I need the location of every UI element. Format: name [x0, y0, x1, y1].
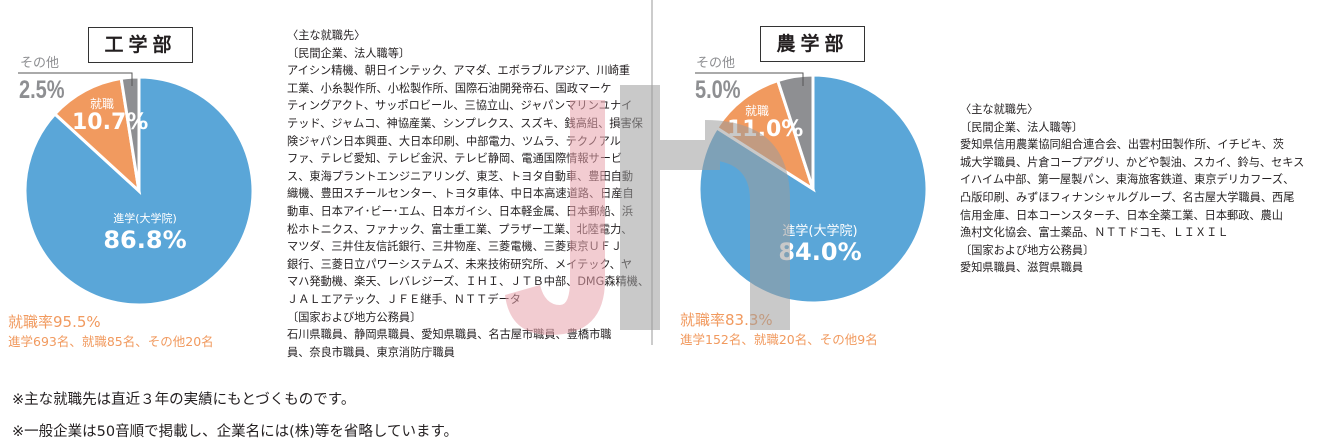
list-line: アイシン精機、朝日インテック、アマダ、エボラブルアジア、川崎重 [287, 64, 631, 78]
list-line: 〔国家および地方公務員〕 [287, 310, 422, 324]
faculty-title: 工学部 [88, 27, 193, 63]
counts: 進学693名、就職85名、その他20名 [8, 334, 214, 349]
list-line: 銀行、三菱日立パワーシステムズ、未来技術研究所、メイテック、ヤ [287, 257, 633, 271]
counts: 進学152名、就職20名、その他9名 [680, 332, 878, 347]
list-line: 織機、豊田スチールセンター、トヨタ車体、中日本高速道路、日産自 [287, 187, 634, 201]
agriculture-employers: 〈主な就職先〉〔民間企業、法人職等〕愛知県信用農業協同組合連合会、出雲村田製作所… [960, 101, 1304, 277]
list-line: 〔国家および地方公務員〕 [960, 243, 1095, 257]
list-line: テッド、ジャムコ、神協産業、シンプレクス、スズキ、銭高組、損害保 [287, 116, 643, 130]
list-line: 〔民間企業、法人職等〕 [287, 46, 411, 60]
pie-slice-2 [775, 73, 815, 190]
list-line: 漁村文化協会、富士薬品、ＮＴＴドコモ、ＬＩＸＩＬ [960, 226, 1229, 240]
other-label: その他 [696, 56, 736, 71]
list-line: イハイム中部、第一屋製パン、東海旅客鉄道、東京デリカフーズ、 [960, 173, 1295, 187]
other-pct: 2.5% [19, 76, 65, 104]
list-line: 険ジャパン日本興亜、大日本印刷、中部電力、ツムラ、テクノアル [287, 134, 621, 148]
list-line: 凸版印刷、みずほフィナンシャルグループ、名古屋大学職員、西尾 [960, 190, 1295, 204]
list-line: 愛知県職員、滋賀県職員 [960, 261, 1084, 275]
other-leader-line [18, 72, 133, 86]
list-line: ファ、テレビ愛知、テレビ金沢、テレビ静岡、電通国際情報サービ [287, 152, 623, 166]
list-line: 工業、小糸製作所、小松製作所、国際石油開発帝石、国政マーケ [287, 81, 612, 95]
list-line: 〈主な就職先〉 [960, 103, 1039, 116]
other-pct: 5.0% [695, 76, 741, 104]
other-leader-line [695, 72, 804, 86]
list-line: ス、東海プラントエンジニアリング、東芝、トヨタ自動車、豊田自動 [287, 169, 634, 183]
other-label: その他 [20, 56, 60, 71]
faculty-title: 農学部 [760, 26, 865, 62]
grad-pct: 84.0% [778, 238, 862, 266]
list-line: 松ホトニクス、ファナック、富士重工業、プラザー工業、北陸電力、 [287, 222, 633, 236]
job-label: 就職 [744, 104, 769, 118]
employment-rate: 就職率95.5% [8, 313, 101, 331]
grad-pct: 86.8% [103, 226, 187, 254]
engineering-employers: 〈主な就職先〉〔民間企業、法人職等〕アイシン精機、朝日インテック、アマダ、エボラ… [287, 27, 649, 361]
watermark-logo [505, 85, 790, 335]
grad-label: 進学(大学院) [113, 212, 177, 225]
list-line: 〈主な就職先〉 [287, 29, 366, 42]
footnote: ※一般企業は50音順で掲載し、企業名には(株)等を省略しています。 [12, 424, 459, 440]
pie-engineering [23, 75, 255, 307]
list-line: 城大学職員、片倉コープアグリ、かどや製油、スカイ、鈴与、セキス [960, 155, 1305, 169]
job-pct: 10.7% [72, 110, 149, 135]
job-label: 就職 [89, 97, 114, 111]
footnote: ※主な就職先は直近３年の実績にもとづくものです。 [12, 392, 356, 408]
list-line: ティングアクト、サッポロビール、三協立山、ジャパンマリンユナイ [287, 99, 633, 113]
pie-slice-2 [119, 75, 141, 192]
list-line: 員、奈良市職員、東京消防庁職員 [287, 345, 455, 359]
list-line: 信用金庫、日本コーンスターチ、日本全薬工業、日本郵政、農山 [960, 208, 1283, 222]
list-line: ＪＡＬエアテック、ＪＦＥ継手、ＮＴＴデータ [287, 292, 521, 306]
list-line: マツダ、三井住友信託銀行、三井物産、三菱電機、三菱東京ＵＦＪ [287, 240, 623, 254]
grad-label: 進学(大学院) [782, 224, 858, 239]
employment-rate: 就職率83.3% [680, 311, 773, 329]
list-line: 動車、日本アイ･ビー･エム、日本ガイシ、日本軽金属、日本郵船、浜 [287, 204, 634, 218]
list-line: 〔民間企業、法人職等〕 [960, 120, 1084, 134]
list-line: 愛知県信用農業協同組合連合会、出雲村田製作所、イチビキ、茨 [960, 138, 1284, 152]
list-line: マハ発動機、楽天、レバレジーズ、ＩＨＩ、ＪＴＢ中部、DMG森精機、 [287, 275, 650, 289]
